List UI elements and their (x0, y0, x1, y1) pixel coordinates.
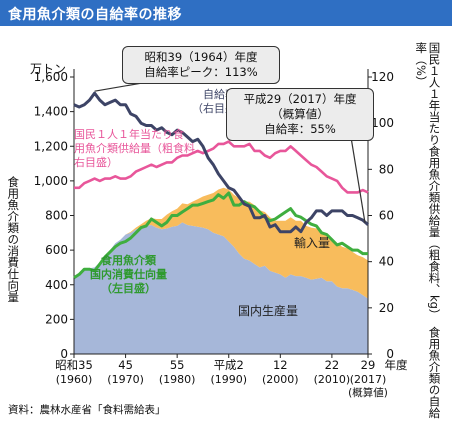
consumption-label: 食用魚介類 国内消費仕向量 （左目盛） (90, 254, 167, 296)
self-sufficiency-line (73, 91, 369, 234)
x-tick-year-label: (1970) (107, 373, 144, 386)
latest-callout-line3: 自給率：55% (264, 122, 336, 136)
chart-title: 食用魚介類の自給率の推移 (8, 7, 182, 23)
peak-callout-line1: 昭和39（1964）年度 (144, 50, 258, 64)
x-tick-year-label: (2010) (314, 373, 351, 386)
right-tick-label: 60 (379, 209, 394, 223)
left-axis-unit: 万トン (30, 62, 66, 76)
peak-callout-line2: 自給率ピーク：113% (144, 65, 258, 79)
per-capita-label: 国民１人１年当たり食 用魚介類供給量（粗食料、 右目盛） (74, 128, 206, 170)
left-tick-label: 0 (60, 347, 68, 361)
latest-callout-line2: （概算値） (271, 107, 329, 121)
left-tick-label: 200 (45, 312, 68, 326)
domestic-production-area (74, 222, 368, 354)
title-bar: 食用魚介類の自給率の推移 (0, 0, 452, 26)
consumption-line (73, 191, 368, 280)
x-tick-label: 22 (325, 358, 340, 372)
latest-callout-pointer (349, 130, 366, 223)
latest-callout-line1: 平成29（2017）年度 (243, 92, 357, 106)
import-label: 輸入量 (294, 236, 331, 250)
x-tick-year-label: (1980) (159, 373, 196, 386)
x-tick-label: 平成2 (214, 358, 244, 372)
x-tick-year-label: (2000) (262, 373, 299, 386)
consumption-label-line1: 食用魚介類 (101, 254, 156, 267)
domestic-label: 国内生産量 (238, 304, 299, 318)
per-capita-label-line2: 用魚介類供給量（粗食料、 (74, 142, 206, 155)
consumption-label-line3: （左目盛） (101, 282, 156, 295)
left-tick-label: 1,000 (34, 174, 68, 188)
x-tick-label: 昭和35 (55, 358, 93, 372)
right-axis-label: 国民１人１年当たり食用魚介類供給量（粗食料、kg） 食用魚介類の自給率（%） (414, 42, 442, 419)
per-capita-label-line3: 右目盛） (74, 156, 118, 169)
consumption-label-line2: 国内消費仕向量 (90, 268, 167, 281)
right-tick-label: 120 (371, 70, 394, 84)
left-tick-label: 1,600 (34, 70, 68, 84)
right-tick-label: 100 (371, 116, 394, 130)
x-tick-note-label: (概算値) (348, 386, 388, 399)
x-tick-label: 29 (361, 358, 376, 372)
per-capita-label-line1: 国民１人１年当たり食 (74, 128, 184, 141)
left-axis-label: 食用魚介類の消費仕向量 (6, 176, 21, 303)
left-tick-label: 600 (45, 243, 68, 257)
right-tick-label: 0 (386, 347, 394, 361)
peak-callout: 昭和39（1964）年度 自給率ピーク：113% (122, 46, 280, 84)
right-tick-label: 80 (379, 162, 394, 176)
source-note: 資料：農林水産省「食料需給表」 (8, 404, 166, 416)
x-tick-year-label: (1960) (56, 373, 93, 386)
left-tick-label: 1,200 (34, 139, 68, 153)
left-tick-label: 1,400 (34, 105, 68, 119)
x-tick-year-label: (2017) (350, 373, 387, 386)
per-capita-supply-line (74, 140, 369, 194)
import-area (74, 187, 368, 299)
x-tick-year-label: (1990) (210, 373, 247, 386)
x-axis-label: 年度 (385, 358, 408, 372)
right-tick-label: 40 (379, 255, 394, 269)
latest-callout: 平成29（2017）年度 （概算値） 自給率：55% (226, 88, 374, 141)
left-tick-label: 400 (45, 278, 68, 292)
right-tick-label: 20 (379, 301, 394, 315)
left-tick-label: 800 (45, 209, 68, 223)
x-tick-label: 12 (273, 358, 288, 372)
x-tick-label: 45 (118, 358, 133, 372)
x-tick-label: 55 (170, 358, 185, 372)
